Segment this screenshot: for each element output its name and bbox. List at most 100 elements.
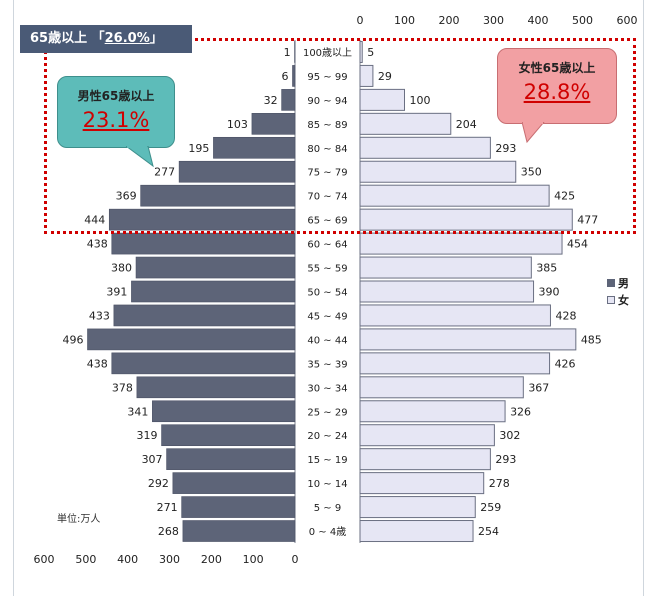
unit-label: 単位:万人 (57, 514, 101, 525)
female-bar-value-label: 385 (536, 262, 557, 275)
male-bar (182, 520, 296, 542)
male-over-65-callout: 男性65歳以上 23.1% (57, 76, 175, 148)
female-bar-value-label: 259 (480, 501, 501, 514)
male-bar-value-label: 277 (154, 166, 175, 179)
age-group-label: 40 ~ 44 (307, 335, 347, 346)
female-bar (359, 472, 485, 495)
female-axis-tick-label: 600 (617, 14, 638, 27)
male-bar-value-label: 444 (84, 214, 105, 227)
female-bar-value-label: 390 (539, 286, 560, 299)
age-group-label: 25 ~ 29 (307, 407, 347, 418)
female-bar-value-label: 100 (410, 94, 431, 107)
male-callout-value: 23.1% (82, 108, 150, 132)
female-bar (359, 136, 491, 159)
female-bar (359, 208, 573, 231)
header-prefix: 65歳以上 「 (30, 31, 105, 46)
male-axis-tick-label: 300 (159, 553, 180, 566)
header-percentage: 26.0% (104, 31, 150, 46)
female-bar (359, 400, 506, 423)
female-bar (359, 280, 535, 303)
female-bar-value-label: 425 (554, 190, 575, 203)
over-65-highlight-box (44, 38, 636, 234)
age-group-label: 65 ~ 69 (307, 216, 347, 227)
male-bar-value-label: 369 (116, 190, 137, 203)
male-bar (281, 89, 296, 111)
age-group-label: 80 ~ 84 (307, 144, 347, 155)
male-bar-value-label: 32 (264, 94, 278, 107)
male-bar-value-label: 391 (106, 286, 127, 299)
age-group-label: 70 ~ 74 (307, 192, 347, 203)
male-bar-value-label: 341 (127, 405, 148, 418)
female-over-65-callout: 女性65歳以上 28.8% (497, 48, 617, 124)
age-group-label: 10 ~ 14 (307, 479, 347, 490)
male-axis-tick-label: 200 (201, 553, 222, 566)
female-bar-value-label: 254 (478, 525, 499, 538)
male-bar (161, 424, 296, 447)
female-bar (359, 160, 517, 183)
female-bar-value-label: 428 (555, 309, 576, 322)
age-group-label: 85 ~ 89 (307, 120, 347, 131)
female-bar (359, 496, 476, 519)
female-axis-tick-label: 300 (483, 14, 504, 27)
female-bar-value-label: 367 (528, 381, 549, 394)
age-group-label: 75 ~ 79 (307, 168, 347, 179)
male-bar (213, 136, 296, 159)
legend-label-male: 男 (618, 276, 629, 290)
female-bar (359, 64, 374, 87)
header-suffix: 」 (149, 31, 163, 46)
male-bar-value-label: 292 (148, 477, 169, 490)
female-axis-tick-label: 400 (528, 14, 549, 27)
female-bar-value-label: 29 (378, 70, 392, 83)
age-group-label: 90 ~ 94 (307, 96, 347, 107)
female-bar-value-label: 293 (495, 142, 516, 155)
male-bar-value-label: 195 (188, 142, 209, 155)
male-bar (181, 496, 296, 518)
female-axis-tick-label: 100 (394, 14, 415, 27)
male-bar-value-label: 378 (112, 381, 133, 394)
male-bar-value-label: 433 (89, 309, 110, 322)
age-group-label: 60 ~ 64 (307, 240, 347, 251)
male-axis-tick-label: 500 (75, 553, 96, 566)
male-bar-value-label: 496 (63, 333, 84, 346)
female-axis-tick-label: 200 (439, 14, 460, 27)
female-bar-value-label: 477 (577, 214, 598, 227)
age-group-label: 20 ~ 24 (307, 431, 347, 442)
female-bar (359, 304, 551, 327)
male-bar (178, 160, 296, 183)
legend-swatch-female (607, 295, 615, 304)
female-bar-value-label: 485 (581, 333, 602, 346)
age-group-label: 45 ~ 49 (307, 311, 347, 322)
male-bar-value-label: 307 (142, 453, 163, 466)
legend-label-female: 女 (618, 293, 629, 307)
male-bar-value-label: 103 (227, 118, 248, 131)
over-65-header-badge: 65歳以上 「26.0%」 (20, 25, 192, 53)
female-bar (359, 40, 363, 63)
male-bar-value-label: 438 (87, 238, 108, 251)
age-group-label: 95 ~ 99 (307, 72, 347, 83)
male-axis-tick-label: 100 (243, 553, 264, 566)
male-axis-tick-label: 0 (292, 553, 299, 566)
male-bar (108, 208, 296, 231)
frame-left-border (13, 0, 14, 596)
male-bar-value-label: 438 (87, 357, 108, 370)
male-axis-tick-label: 600 (34, 553, 55, 566)
female-bar-value-label: 426 (555, 357, 576, 370)
age-group-label: 30 ~ 34 (307, 383, 347, 394)
male-bar (166, 448, 296, 470)
male-axis-tick-label: 400 (117, 553, 138, 566)
male-bar (87, 328, 296, 351)
male-bar (172, 472, 296, 494)
male-bar-value-label: 380 (111, 262, 132, 275)
male-callout-title: 男性65歳以上 (77, 89, 155, 103)
female-bar (359, 256, 532, 279)
male-callout-pointer (126, 146, 154, 168)
male-bar (111, 232, 296, 255)
female-bar-value-label: 350 (521, 166, 542, 179)
age-group-label: 55 ~ 59 (307, 264, 347, 275)
legend-swatch-male (607, 278, 615, 287)
male-bar-value-label: 271 (157, 501, 178, 514)
female-callout-title: 女性65歳以上 (518, 61, 596, 75)
male-bar (140, 184, 296, 207)
male-bar (136, 376, 296, 399)
female-bar (359, 184, 550, 207)
